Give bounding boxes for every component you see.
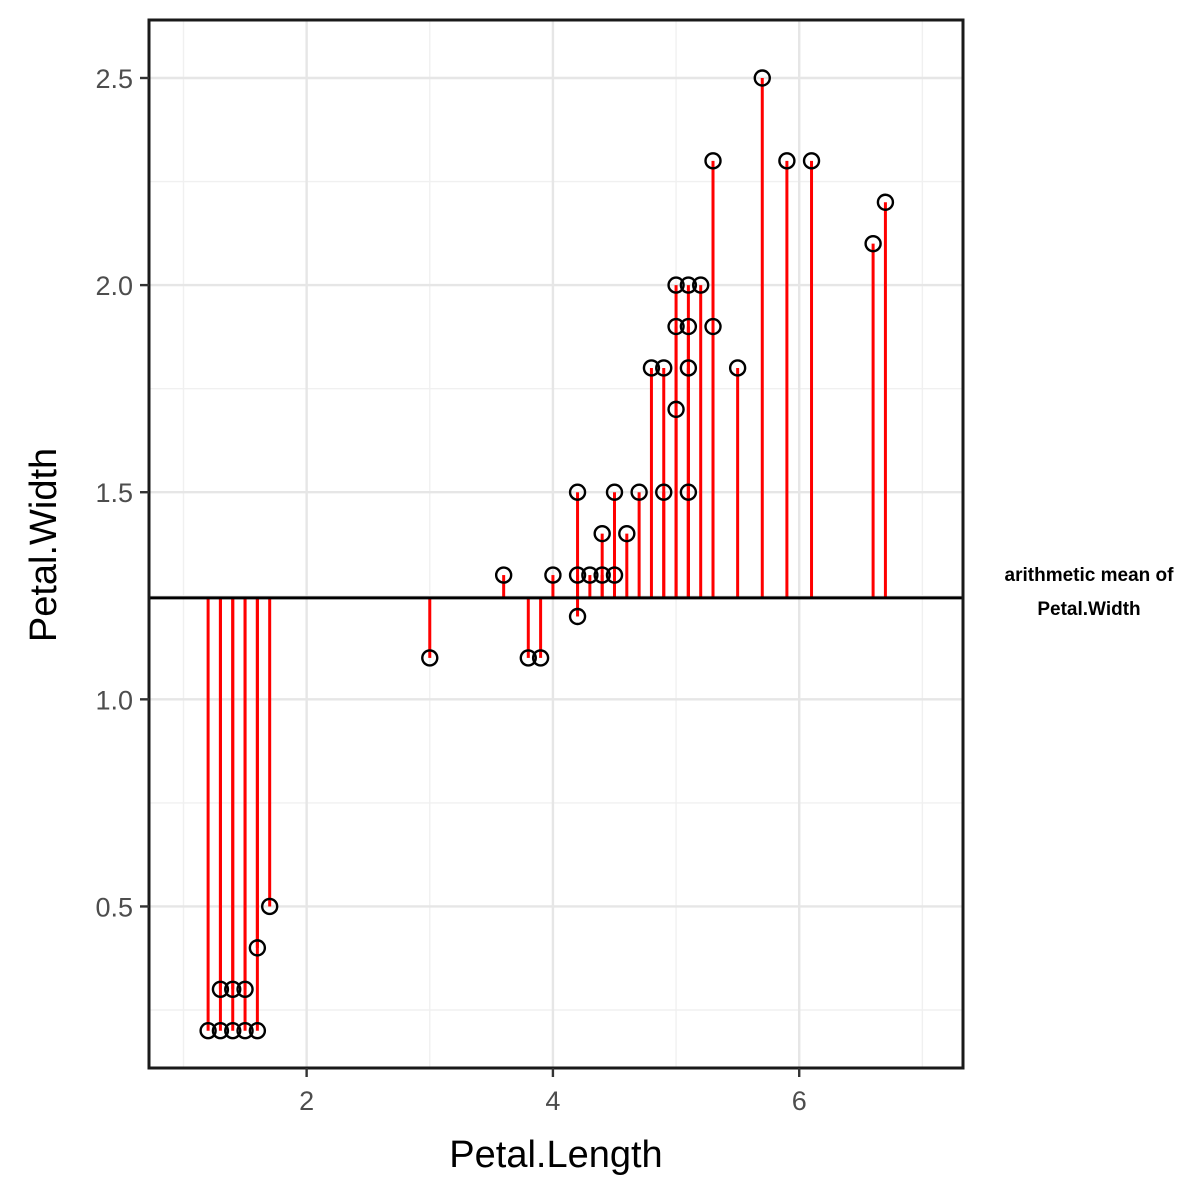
data-point (667, 400, 685, 419)
x-tick-label: 6 (792, 1086, 807, 1116)
data-point (876, 193, 895, 211)
mean-annotation-line1: arithmetic mean of (1005, 565, 1175, 586)
data-point (211, 1022, 230, 1040)
x-axis-ticks: 2 4 6 (299, 1068, 807, 1116)
y-axis-title: Petal.Width (23, 448, 65, 642)
y-tick-label: 1.0 (95, 685, 133, 715)
data-point (667, 276, 685, 294)
data-point (494, 566, 513, 584)
data-point (593, 566, 611, 584)
data-point (691, 276, 710, 294)
data-point (630, 483, 648, 501)
data-point (618, 524, 636, 543)
data-point (236, 980, 254, 998)
data-point (421, 649, 439, 667)
y-axis-ticks: 0.5 1.0 1.5 2.0 2.5 (95, 64, 149, 922)
data-point (224, 980, 242, 998)
data-point (224, 1022, 242, 1040)
x-tick-label: 2 (299, 1086, 314, 1116)
data-point (679, 276, 698, 294)
deviation-segments (206, 77, 887, 1031)
data-point (581, 566, 599, 584)
data-point (679, 359, 698, 377)
data-point (531, 649, 550, 667)
data-point (605, 566, 624, 584)
data-point (260, 897, 279, 916)
data-point (568, 566, 587, 584)
panel-border (147, 18, 965, 1070)
x-axis-title: Petal.Length (449, 1134, 662, 1176)
data-point (568, 483, 587, 501)
data-point (642, 359, 661, 377)
data-point (211, 980, 230, 998)
data-points (199, 69, 895, 1040)
data-point (667, 317, 685, 336)
y-tick-label: 0.5 (95, 892, 133, 922)
data-point (864, 234, 882, 253)
grid (149, 20, 963, 1068)
data-point (802, 152, 821, 170)
data-point (568, 607, 587, 626)
data-point (544, 566, 562, 584)
data-point (679, 483, 698, 501)
y-tick-label: 1.5 (95, 478, 133, 508)
data-point (593, 524, 611, 543)
data-point (679, 317, 698, 336)
data-point (655, 359, 673, 377)
mean-annotation-line2: Petal.Width (1037, 599, 1140, 620)
data-point (248, 1022, 267, 1040)
data-point (704, 152, 722, 170)
y-tick-label: 2.5 (95, 64, 133, 94)
data-point (753, 69, 771, 87)
data-point (519, 649, 537, 667)
data-point (704, 317, 722, 336)
data-point (605, 483, 624, 501)
data-point (236, 1022, 254, 1040)
data-point (655, 483, 673, 501)
data-point (778, 152, 796, 170)
data-point (728, 359, 747, 377)
y-tick-label: 2.0 (95, 271, 133, 301)
x-tick-label: 4 (545, 1086, 560, 1116)
data-point (248, 939, 267, 957)
data-point (199, 1022, 217, 1040)
